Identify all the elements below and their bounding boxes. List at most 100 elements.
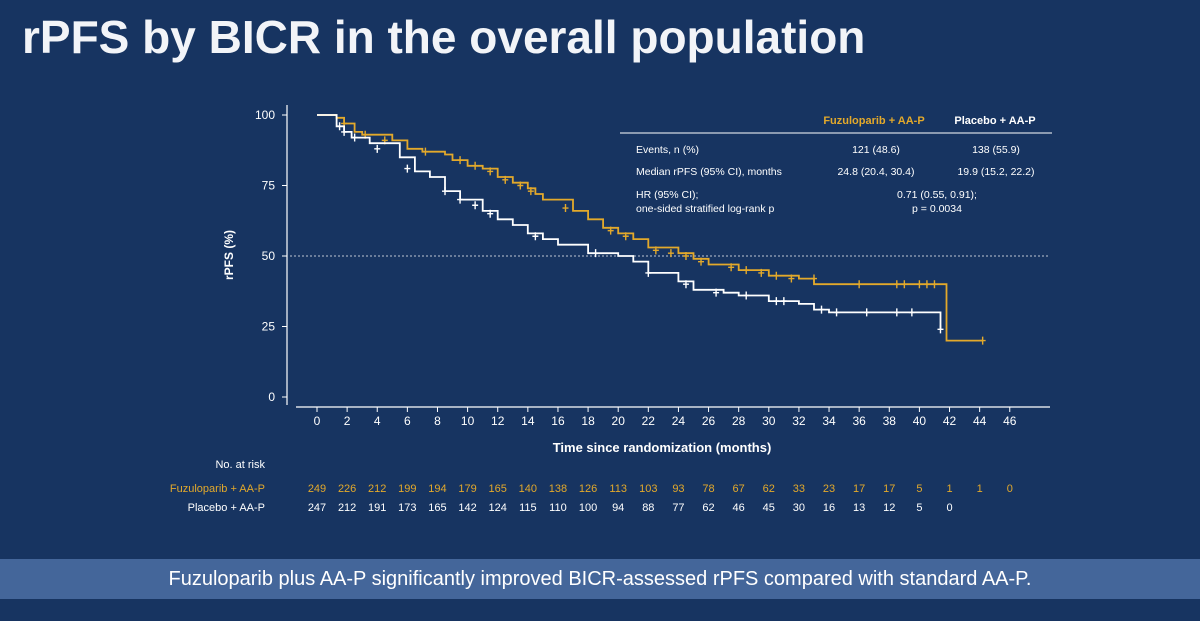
risk-value: 62 — [702, 502, 714, 514]
censor-mark — [682, 252, 689, 260]
risk-value: 126 — [579, 483, 597, 495]
censor-mark — [351, 133, 358, 142]
censor-mark — [937, 325, 944, 334]
risk-value: 77 — [672, 502, 684, 514]
risk-value: 165 — [489, 483, 507, 495]
stats-pvalue-value: p = 0.0034 — [912, 203, 962, 215]
risk-row-label: Placebo + AA-P — [188, 502, 265, 514]
censor-mark — [374, 144, 381, 153]
y-tick-label: 50 — [262, 249, 276, 263]
x-tick-label: 34 — [822, 414, 836, 428]
risk-value: 17 — [853, 483, 865, 495]
bottom-strip — [0, 599, 1200, 621]
risk-value: 199 — [398, 483, 416, 495]
stats-row-fuzuloparib: 24.8 (20.4, 30.4) — [837, 166, 914, 178]
risk-value: 226 — [338, 483, 356, 495]
risk-value: 88 — [642, 502, 654, 514]
stats-table: Fuzuloparib + AA-P Placebo + AA-P Events, … — [620, 115, 1052, 215]
censor-mark — [667, 249, 674, 258]
censor-mark — [923, 280, 930, 289]
x-tick-label: 14 — [521, 414, 535, 428]
censor-mark — [502, 175, 509, 184]
x-tick-label: 36 — [852, 414, 866, 428]
risk-value: 124 — [489, 502, 507, 514]
stats-header-fuzuloparib: Fuzuloparib + AA-P — [823, 115, 924, 127]
risk-value: 46 — [733, 502, 745, 514]
y-tick-label: 25 — [262, 320, 276, 334]
censor-mark — [645, 268, 652, 277]
x-tick-label: 12 — [491, 414, 505, 428]
risk-value: 1 — [946, 483, 952, 495]
x-tick-label: 26 — [702, 414, 716, 428]
censor-mark — [442, 187, 449, 196]
censor-mark — [341, 127, 348, 136]
censor-mark — [916, 280, 923, 289]
risk-value: 179 — [458, 483, 476, 495]
risk-value: 138 — [549, 483, 567, 495]
censor-mark — [931, 280, 938, 289]
risk-value: 16 — [823, 502, 835, 514]
risk-value: 93 — [672, 483, 684, 495]
x-tick-label: 8 — [434, 414, 441, 428]
censor-mark — [713, 288, 720, 297]
censor-mark — [698, 257, 705, 266]
censor-mark — [682, 280, 689, 289]
x-tick-label: 32 — [792, 414, 806, 428]
censor-mark — [908, 308, 915, 317]
censor-mark — [901, 280, 908, 289]
stats-row-label: Median rPFS (95% CI), months — [636, 166, 782, 178]
risk-value: 212 — [338, 502, 356, 514]
risk-value: 67 — [733, 483, 745, 495]
risk-value: 30 — [793, 502, 805, 514]
censor-mark — [517, 181, 524, 190]
censor-mark — [893, 308, 900, 317]
x-tick-label: 44 — [973, 414, 987, 428]
risk-value: 142 — [458, 502, 476, 514]
stats-row-placebo: 19.9 (15.2, 22.2) — [957, 166, 1034, 178]
censor-mark — [810, 274, 817, 283]
x-tick-label: 6 — [404, 414, 411, 428]
censor-mark — [607, 226, 614, 235]
risk-row-label: Fuzuloparib + AA-P — [170, 483, 265, 495]
risk-table-title: No. at risk — [215, 459, 265, 471]
risk-value: 113 — [609, 483, 627, 495]
risk-value: 173 — [398, 502, 416, 514]
censor-mark — [780, 297, 787, 306]
censor-mark — [622, 232, 629, 241]
censor-mark — [422, 147, 429, 156]
x-tick-label: 24 — [672, 414, 686, 428]
series-layer — [317, 114, 986, 345]
censor-mark — [562, 204, 569, 213]
censor-mark — [863, 308, 870, 317]
y-tick-label: 0 — [268, 390, 275, 404]
censor-mark — [457, 195, 464, 204]
x-tick-label: 16 — [551, 414, 565, 428]
censor-mark — [728, 263, 735, 272]
risk-value: 5 — [916, 502, 922, 514]
censor-mark — [472, 161, 479, 170]
x-tick-label: 4 — [374, 414, 381, 428]
censor-mark — [592, 249, 599, 258]
risk-value: 115 — [519, 502, 537, 514]
risk-value: 33 — [793, 483, 805, 495]
censor-mark — [893, 280, 900, 289]
y-tick-label: 75 — [262, 179, 276, 193]
stats-row-fuzuloparib: 121 (48.6) — [852, 144, 900, 156]
censor-mark — [487, 209, 494, 218]
censor-mark — [856, 280, 863, 289]
x-tick-label: 46 — [1003, 414, 1017, 428]
censor-mark — [457, 156, 464, 165]
x-tick-label: 28 — [732, 414, 746, 428]
stats-row-placebo: 138 (55.9) — [972, 144, 1020, 156]
risk-value: 0 — [946, 502, 952, 514]
conclusion-banner: Fuzuloparib plus AA-P significantly impr… — [0, 559, 1200, 599]
x-axis-title: Time since randomization (months) — [553, 440, 772, 455]
slide-title: rPFS by BICR in the overall population — [22, 11, 866, 63]
risk-value: 78 — [702, 483, 714, 495]
censor-mark — [743, 291, 750, 300]
censor-mark — [833, 308, 840, 317]
stats-header-placebo: Placebo + AA-P — [954, 115, 1035, 127]
risk-value: 23 — [823, 483, 835, 495]
